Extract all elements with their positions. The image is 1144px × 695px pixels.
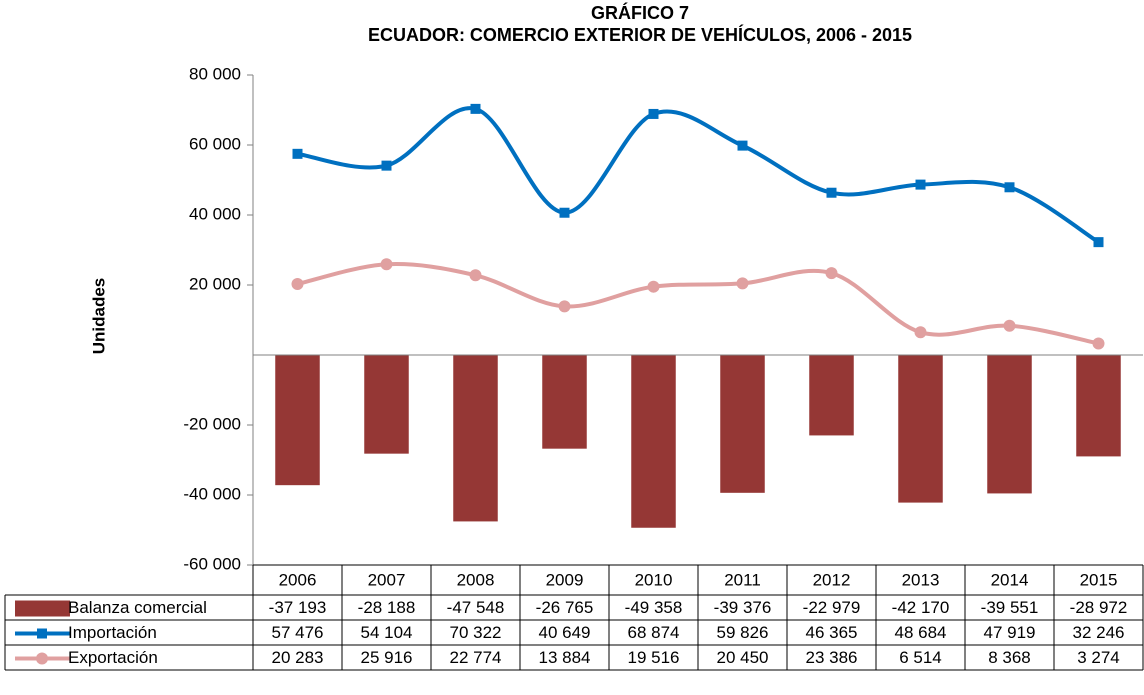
marker — [914, 326, 927, 339]
marker — [470, 103, 481, 114]
marker — [559, 207, 570, 218]
bar — [453, 355, 498, 522]
x-tick-label: 2012 — [813, 570, 851, 589]
marker — [381, 160, 392, 171]
table-value: -22 979 — [803, 598, 861, 617]
bar — [720, 355, 765, 493]
x-tick-label: 2006 — [279, 570, 317, 589]
marker — [737, 140, 748, 151]
bar — [542, 355, 587, 449]
x-tick-label: 2014 — [991, 570, 1029, 589]
table-value: -42 170 — [892, 598, 950, 617]
table-value: 8 368 — [988, 648, 1031, 667]
table-value: 19 516 — [628, 648, 680, 667]
line — [297, 106, 1100, 244]
table-value: 6 514 — [899, 648, 942, 667]
bar — [809, 355, 854, 436]
table-value: -39 376 — [714, 598, 772, 617]
marker — [826, 187, 837, 198]
x-tick-label: 2009 — [546, 570, 584, 589]
marker — [469, 269, 482, 282]
y-tick-label: -40 000 — [183, 484, 241, 503]
bar — [631, 355, 676, 528]
marker — [648, 108, 659, 119]
table-value: 20 450 — [717, 648, 769, 667]
table-value: 13 884 — [539, 648, 591, 667]
table-value: 47 919 — [984, 623, 1036, 642]
table-value: 40 649 — [539, 623, 591, 642]
marker — [825, 267, 838, 280]
marker — [1004, 182, 1015, 193]
x-tick-label: 2007 — [368, 570, 406, 589]
marker — [915, 179, 926, 190]
table-value: -39 551 — [981, 598, 1039, 617]
marker — [292, 148, 303, 159]
bar — [987, 355, 1032, 494]
marker — [647, 280, 660, 293]
marker — [1003, 319, 1016, 332]
y-tick-label: 20 000 — [189, 274, 241, 293]
marker — [291, 278, 304, 291]
x-tick-label: 2010 — [635, 570, 673, 589]
bar — [898, 355, 943, 503]
table-value: 57 476 — [272, 623, 324, 642]
marker — [558, 300, 571, 313]
table-value: 25 916 — [361, 648, 413, 667]
table-value: 59 826 — [717, 623, 769, 642]
y-tick-label: -60 000 — [183, 554, 241, 573]
legend-label: Importación — [68, 623, 157, 642]
legend-label: Balanza comercial — [68, 598, 207, 617]
bar — [1076, 355, 1121, 457]
bar — [364, 355, 409, 454]
marker — [736, 277, 749, 290]
x-tick-label: 2011 — [724, 570, 761, 589]
marker — [1092, 337, 1105, 350]
table-value: -49 358 — [625, 598, 683, 617]
table-value: 70 322 — [450, 623, 502, 642]
y-axis-label: Unidades — [89, 278, 108, 355]
legend-marker — [37, 628, 47, 639]
marker — [380, 258, 393, 271]
table-value: 23 386 — [806, 648, 858, 667]
table-value: 48 684 — [895, 623, 947, 642]
x-tick-label: 2015 — [1080, 570, 1118, 589]
y-tick-label: -20 000 — [183, 414, 241, 433]
y-tick-label: 40 000 — [189, 204, 241, 223]
x-tick-label: 2013 — [902, 570, 940, 589]
table-value: -37 193 — [269, 598, 327, 617]
table-value: -28 188 — [358, 598, 416, 617]
chart-title: GRÁFICO 7 — [591, 2, 689, 23]
table-value: 20 283 — [272, 648, 324, 667]
y-tick-label: 80 000 — [189, 64, 241, 83]
table-value: 68 874 — [628, 623, 680, 642]
legend-label: Exportación — [68, 648, 158, 667]
marker — [1093, 237, 1104, 248]
x-tick-label: 2008 — [457, 570, 495, 589]
line — [297, 262, 1099, 346]
chart-subtitle: ECUADOR: COMERCIO EXTERIOR DE VEHÍCULOS,… — [368, 24, 912, 45]
table-value: 22 774 — [450, 648, 502, 667]
table-value: -28 972 — [1070, 598, 1128, 617]
y-tick-label: 60 000 — [189, 134, 241, 153]
legend-marker — [36, 652, 48, 665]
table-value: 3 274 — [1077, 648, 1120, 667]
table-value: -47 548 — [447, 598, 505, 617]
table-value: 32 246 — [1073, 623, 1125, 642]
legend-swatch — [15, 600, 70, 617]
table-value: -26 765 — [536, 598, 594, 617]
table-value: 46 365 — [806, 623, 858, 642]
table-value: 54 104 — [361, 623, 413, 642]
bar — [275, 355, 320, 486]
